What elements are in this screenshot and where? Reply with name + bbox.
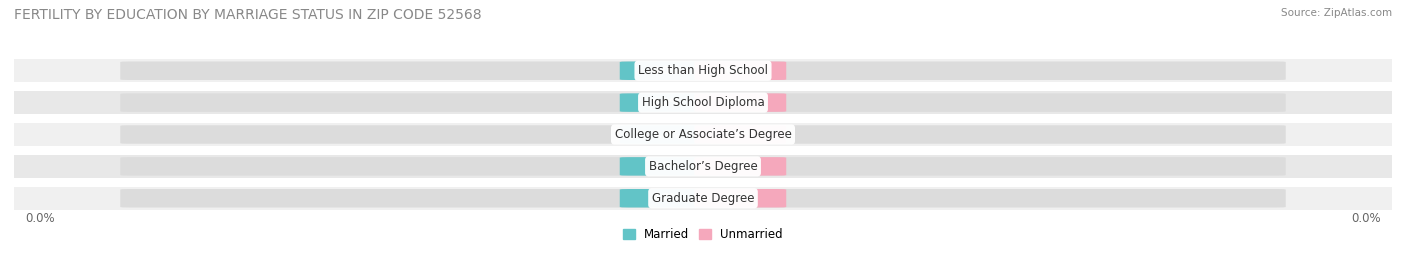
Text: 0.0%: 0.0% [725,66,755,76]
Bar [14,91,1392,114]
FancyBboxPatch shape [620,93,711,112]
Legend: Married, Unmarried: Married, Unmarried [619,223,787,246]
FancyBboxPatch shape [695,62,786,80]
Text: 0.0%: 0.0% [725,161,755,171]
FancyBboxPatch shape [695,93,786,112]
Text: College or Associate’s Degree: College or Associate’s Degree [614,128,792,141]
Text: 0.0%: 0.0% [651,193,681,203]
Text: 0.0%: 0.0% [1351,211,1381,225]
Text: 0.0%: 0.0% [651,129,681,140]
Bar [14,59,1392,82]
Text: 0.0%: 0.0% [725,98,755,108]
Text: Graduate Degree: Graduate Degree [652,192,754,205]
Bar [14,155,1392,178]
Bar [14,123,1392,146]
FancyBboxPatch shape [695,93,1285,112]
FancyBboxPatch shape [620,157,711,176]
Text: 0.0%: 0.0% [25,211,55,225]
Bar [14,187,1392,210]
FancyBboxPatch shape [695,125,786,144]
Text: High School Diploma: High School Diploma [641,96,765,109]
FancyBboxPatch shape [695,189,786,207]
FancyBboxPatch shape [695,157,786,176]
Text: Source: ZipAtlas.com: Source: ZipAtlas.com [1281,8,1392,18]
Text: Less than High School: Less than High School [638,64,768,77]
FancyBboxPatch shape [695,157,1285,176]
Text: 0.0%: 0.0% [651,161,681,171]
Text: 0.0%: 0.0% [651,98,681,108]
Text: 0.0%: 0.0% [725,129,755,140]
FancyBboxPatch shape [121,125,711,144]
Text: 0.0%: 0.0% [651,66,681,76]
FancyBboxPatch shape [695,125,1285,144]
FancyBboxPatch shape [620,125,711,144]
FancyBboxPatch shape [121,93,711,112]
FancyBboxPatch shape [620,62,711,80]
FancyBboxPatch shape [695,189,1285,207]
Text: FERTILITY BY EDUCATION BY MARRIAGE STATUS IN ZIP CODE 52568: FERTILITY BY EDUCATION BY MARRIAGE STATU… [14,8,482,22]
Text: Bachelor’s Degree: Bachelor’s Degree [648,160,758,173]
Text: 0.0%: 0.0% [725,193,755,203]
FancyBboxPatch shape [121,62,711,80]
FancyBboxPatch shape [121,157,711,176]
FancyBboxPatch shape [121,189,711,207]
FancyBboxPatch shape [695,62,1285,80]
FancyBboxPatch shape [620,189,711,207]
